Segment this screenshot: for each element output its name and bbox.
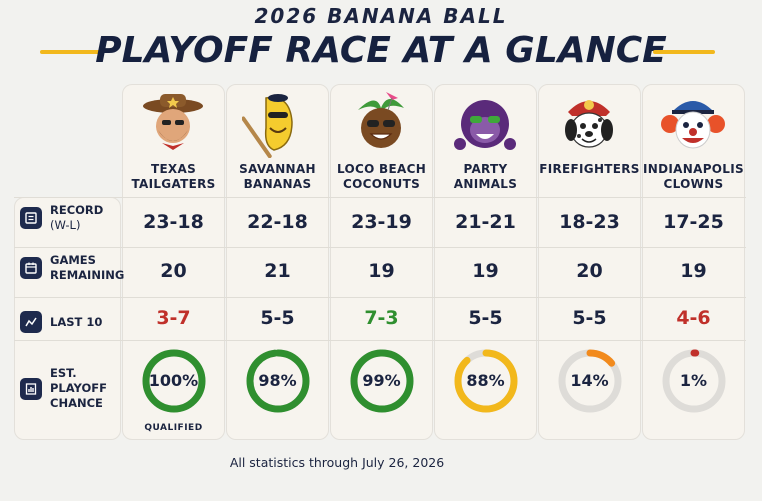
team-logo — [554, 88, 624, 158]
team-header: INDIANAPOLIS CLOWNS — [642, 84, 745, 197]
trend-chart-icon — [20, 311, 42, 333]
team-name-line: SAVANNAH — [239, 162, 316, 176]
ring-progress — [558, 349, 621, 413]
team-header: PARTY ANIMALS — [434, 84, 537, 197]
playoff-chance-value: 14% — [570, 371, 609, 390]
games-remaining-value: 20 — [576, 260, 603, 282]
playoff-chance-value: 100% — [148, 371, 199, 390]
header-eyebrow: 2026 BANANA BALL — [254, 4, 508, 28]
playoff-chance-value: 98% — [258, 371, 297, 390]
banana-mascot-icon — [241, 94, 293, 159]
last-10-value: 5-5 — [468, 307, 503, 329]
team-name: PARTY ANIMALS — [434, 162, 537, 192]
playoff-chance-ring: 99% — [330, 346, 433, 416]
ring-progress — [454, 349, 517, 413]
team-name: INDIANAPOLIS CLOWNS — [642, 162, 745, 192]
team-logo — [241, 88, 312, 159]
team-name-line: PARTY — [463, 162, 508, 176]
games-remaining-value: 19 — [368, 260, 395, 282]
team-logo — [138, 88, 208, 158]
row-label-last-10: LAST 10 — [20, 311, 120, 333]
team-name-line: FIREFIGHTERS — [539, 162, 640, 176]
record-value: 17-25 — [663, 211, 724, 233]
divider — [14, 197, 746, 198]
row-label-text: LAST 10 — [50, 314, 103, 329]
playoff-chance-ring: 1% — [642, 346, 745, 416]
row-label-games-remaining: GAMES REMAINING — [20, 253, 124, 283]
team-column — [122, 84, 225, 440]
team-name: LOCO BEACH COCONUTS — [330, 162, 433, 192]
row-label-text: EST. PLAYOFF — [50, 366, 107, 395]
record-value: 18-23 — [559, 211, 620, 233]
divider — [14, 340, 746, 341]
row-label-subtext: CHANCE — [50, 396, 103, 410]
scoreboard-icon — [20, 207, 42, 229]
qualified-label: QUALIFIED — [144, 423, 203, 433]
record-value: 21-21 — [455, 211, 516, 233]
cowboy-mascot-icon — [143, 94, 203, 150]
ring-progress — [142, 349, 205, 413]
row-label-subtext: REMAINING — [50, 268, 125, 282]
last-10-value: 5-5 — [260, 307, 295, 329]
team-name-line: LOCO BEACH — [336, 162, 427, 176]
team-name-line: CLOWNS — [663, 177, 724, 191]
team-name-line: TEXAS — [150, 162, 197, 176]
record-value: 23-18 — [143, 211, 204, 233]
footer-note: All statistics through July 26, 2026 — [229, 455, 445, 470]
playoff-chance-value: 99% — [362, 371, 401, 390]
record-value: 22-18 — [247, 211, 308, 233]
team-logo — [450, 88, 520, 158]
page-title: PLAYOFF RACE AT A GLANCE — [95, 30, 667, 71]
clown-mascot-icon — [661, 101, 725, 149]
row-label-record: RECORD (W-L) — [20, 203, 120, 233]
divider — [14, 297, 746, 298]
playoff-chance-value: 88% — [466, 371, 505, 390]
playoff-chance-ring: 100% QUALIFIED — [122, 346, 225, 433]
record-value: 23-19 — [351, 211, 412, 233]
team-name-line: COCONUTS — [342, 177, 421, 191]
games-remaining-value: 19 — [680, 260, 707, 282]
team-name-line: BANANAS — [243, 177, 312, 191]
team-name: FIREFIGHTERS — [538, 162, 641, 177]
coconut-mascot-icon — [358, 92, 404, 148]
header: 2026 BANANA BALL PLAYOFF RACE AT A GLANC… — [0, 0, 762, 80]
divider — [14, 247, 746, 248]
title-rule-left — [40, 50, 102, 54]
team-header: LOCO BEACH COCONUTS — [330, 84, 433, 197]
gorilla-mascot-icon — [454, 100, 516, 150]
last-10-value: 4-6 — [676, 307, 711, 329]
team-header: FIREFIGHTERS — [538, 84, 641, 197]
title-rule-right — [653, 50, 715, 54]
ring-progress — [350, 349, 413, 413]
team-name-line: ANIMALS — [453, 177, 518, 191]
playoff-chance-ring: 98% — [226, 346, 329, 416]
team-name-line: INDIANAPOLIS — [643, 162, 744, 176]
team-name-line: TAILGATERS — [131, 177, 216, 191]
games-remaining-value: 20 — [160, 260, 187, 282]
playoff-chance-value: 1% — [679, 371, 708, 390]
last-10-value: 5-5 — [572, 307, 607, 329]
row-label-text: GAMES — [50, 253, 96, 267]
games-remaining-value: 21 — [264, 260, 291, 282]
row-label-subtext: (W-L) — [50, 218, 81, 232]
team-header: TEXAS TAILGATERS — [122, 84, 225, 197]
calendar-icon — [20, 257, 42, 279]
last-10-value: 3-7 — [156, 307, 191, 329]
playoff-chance-ring: 88% — [434, 346, 537, 416]
ring-progress — [662, 349, 725, 413]
team-name: TEXAS TAILGATERS — [122, 162, 225, 192]
team-logo — [658, 88, 728, 158]
bar-chart-icon — [20, 377, 42, 400]
games-remaining-value: 19 — [472, 260, 499, 282]
last-10-value: 7-3 — [364, 307, 399, 329]
team-name: SAVANNAH BANANAS — [226, 162, 329, 192]
dalmatian-mascot-icon — [565, 100, 613, 148]
ring-progress — [246, 349, 309, 413]
playoff-chance-ring: 14% — [538, 346, 641, 416]
row-label-text: RECORD — [50, 203, 104, 217]
standings-table: RECORD (W-L) GAMES REMAINING LAST 10 EST. … — [14, 84, 746, 440]
row-label-playoff-chance: EST. PLAYOFF CHANCE — [20, 366, 120, 411]
team-logo — [346, 88, 416, 158]
team-header: SAVANNAH BANANAS — [226, 84, 329, 197]
